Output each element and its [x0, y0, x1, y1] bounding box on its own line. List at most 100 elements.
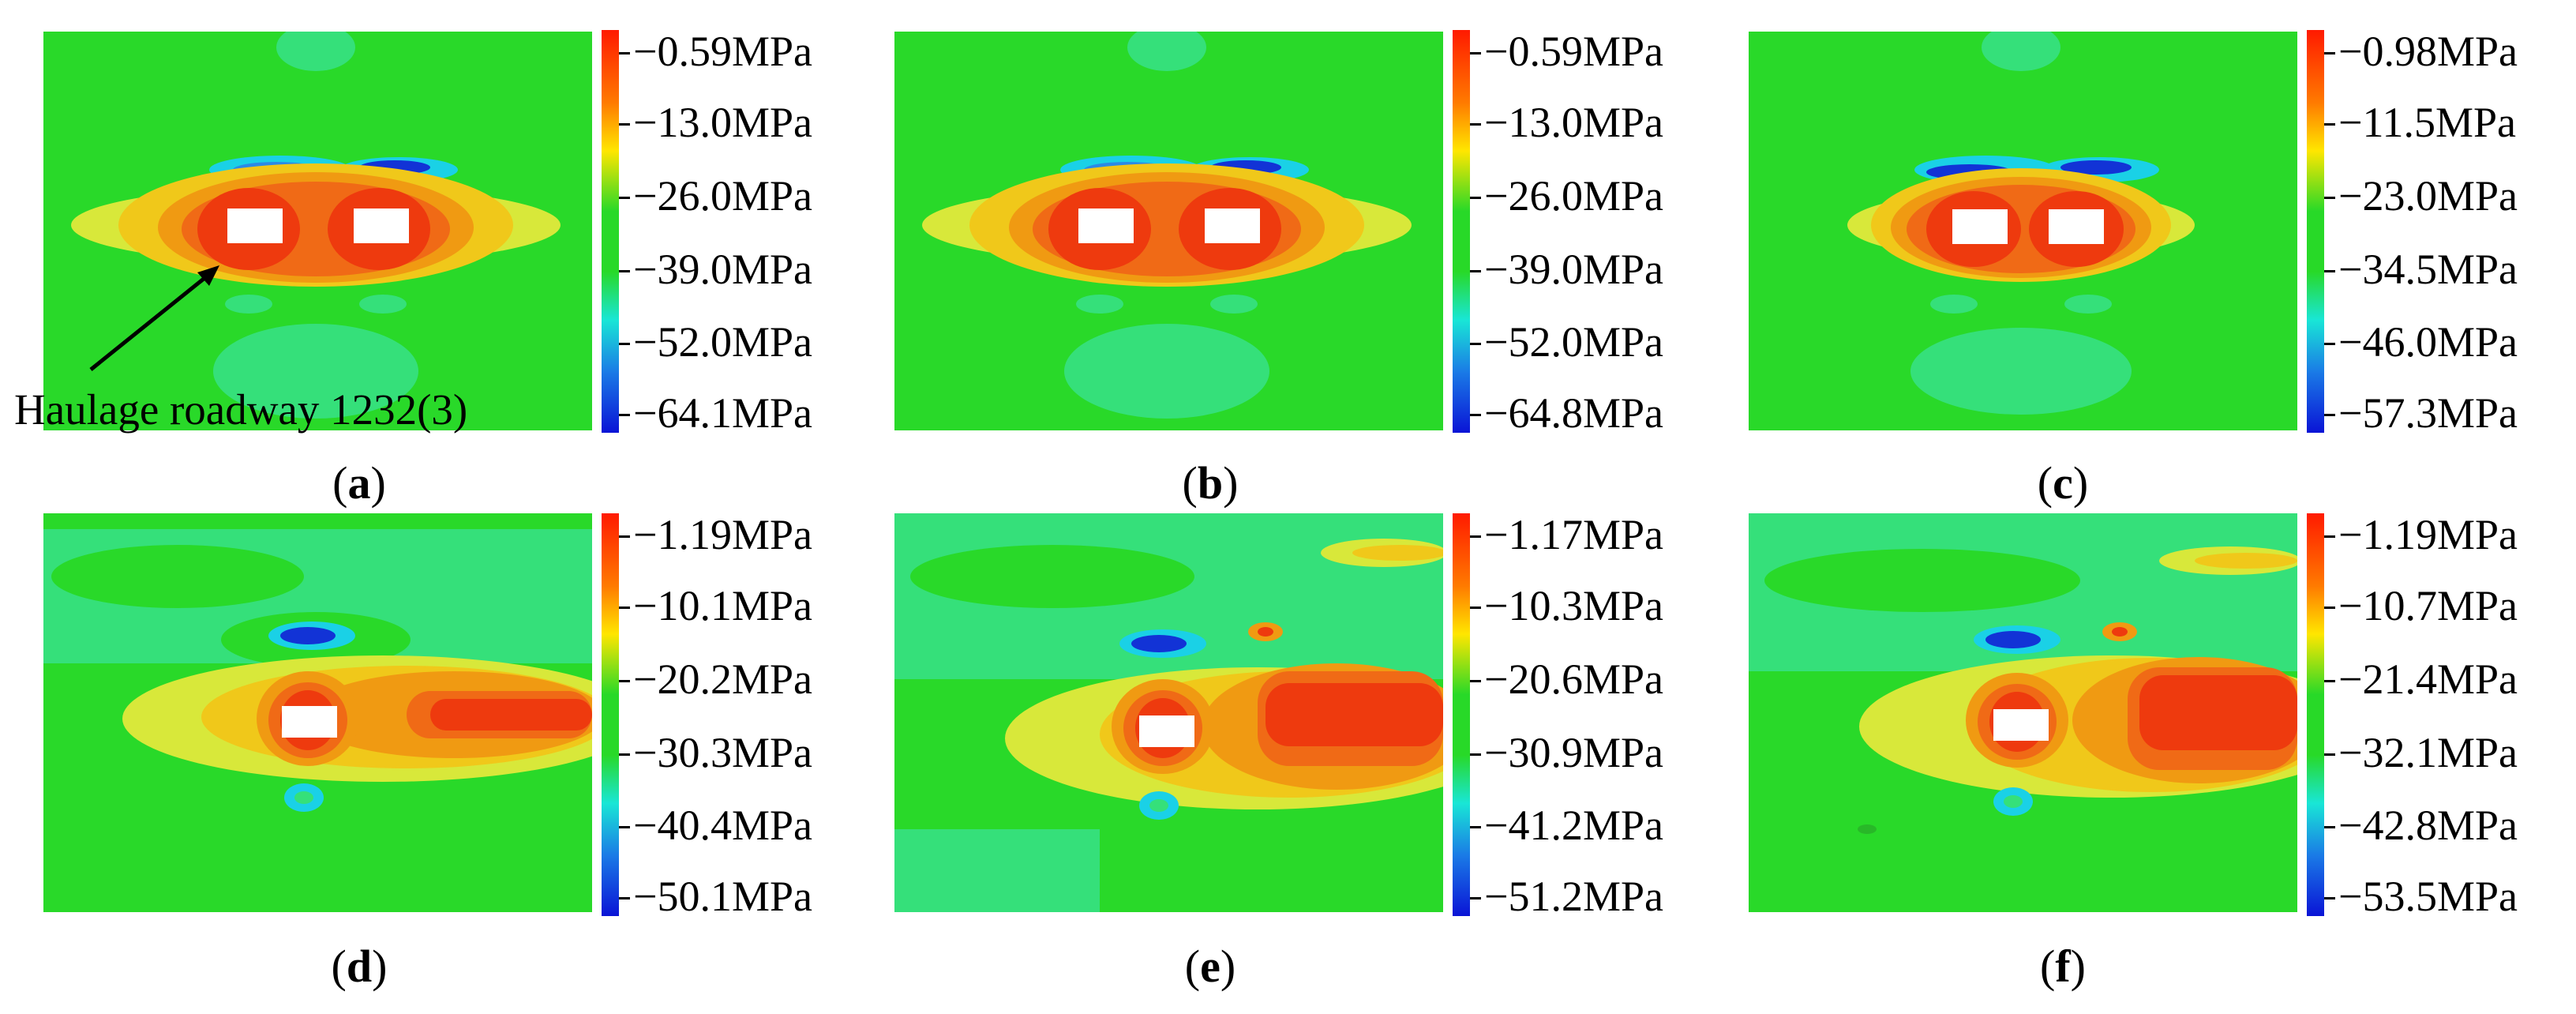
colorbar-tick-label: −10.3MPa — [1484, 582, 1663, 629]
colorbar-tick-label: −0.59MPa — [1484, 28, 1663, 75]
colorbar-tick-mark — [1470, 52, 1481, 54]
annotation-label: Haulage roadway 1232(3) — [14, 385, 468, 434]
colorbar-c: −0.98MPa −11.5MPa −23.0MPa −34.5MPa −46.… — [2307, 28, 2575, 437]
colorbar-tick-label: −1.19MPa — [2338, 511, 2518, 558]
colorbar-tick-mark — [2324, 270, 2335, 272]
colorbar-tick-label: −30.3MPa — [633, 729, 812, 776]
contour-svg-e — [894, 513, 1443, 912]
colorbar-tick-label: −57.3MPa — [2338, 389, 2518, 437]
colorbar-tick-label: −52.0MPa — [633, 318, 812, 366]
caption-open: ( — [331, 941, 347, 992]
contour-plot-b — [894, 32, 1443, 430]
colorbar-tick-label: −41.2MPa — [1484, 802, 1663, 849]
colorbar-tick-label: −64.1MPa — [633, 389, 812, 437]
caption-close: ) — [372, 941, 388, 992]
contour-plot-a — [43, 32, 592, 430]
contour-svg-d — [43, 513, 592, 912]
colorbar-tick-label: −51.2MPa — [1484, 873, 1663, 920]
caption-close: ) — [2072, 457, 2089, 509]
colorbar-tick-label: −42.8MPa — [2338, 802, 2518, 849]
colorbar-gradient-b — [1453, 30, 1470, 433]
colorbar-tick-mark — [619, 680, 630, 682]
caption-close: ) — [2070, 941, 2086, 992]
colorbar-tick-mark — [619, 414, 630, 416]
caption-close: ) — [370, 457, 386, 509]
colorbar-d: −1.19MPa −10.1MPa −20.2MPa −30.3MPa −40.… — [602, 511, 870, 920]
annotation-arrow — [89, 265, 219, 371]
colorbar-tick-label: −64.8MPa — [1484, 389, 1663, 437]
caption-open: ( — [332, 457, 348, 509]
contour-plot-f — [1749, 513, 2297, 912]
colorbar-tick-mark — [2324, 197, 2335, 199]
colorbar-tick-mark — [619, 270, 630, 272]
colorbar-tick-label: −1.19MPa — [633, 511, 812, 558]
colorbar-tick-label: −52.0MPa — [1484, 318, 1663, 366]
caption-close: ) — [1223, 457, 1239, 509]
caption-open: ( — [1182, 457, 1198, 509]
colorbar-tick-mark — [619, 123, 630, 126]
contour-plot-e — [894, 513, 1443, 912]
contour-plot-c — [1749, 32, 2297, 430]
caption-e: (e) — [1155, 940, 1266, 993]
colorbar-tick-mark — [1470, 270, 1481, 272]
colorbar-tick-mark — [1470, 826, 1481, 828]
caption-open: ( — [2040, 941, 2056, 992]
colorbar-tick-mark — [619, 826, 630, 828]
colorbar-tick-mark — [619, 753, 630, 756]
colorbar-b: −0.59MPa −13.0MPa −26.0MPa −39.0MPa −52.… — [1453, 28, 1721, 437]
caption-close: ) — [1220, 941, 1236, 992]
colorbar-tick-mark — [1470, 535, 1481, 538]
colorbar-tick-mark — [2324, 535, 2335, 538]
colorbar-tick-label: −40.4MPa — [633, 802, 812, 849]
colorbar-tick-mark — [619, 197, 630, 199]
colorbar-tick-mark — [1470, 123, 1481, 126]
colorbar-tick-label: −50.1MPa — [633, 873, 812, 920]
colorbar-tick-label: −0.59MPa — [633, 28, 812, 75]
colorbar-tick-mark — [2324, 414, 2335, 416]
colorbar-tick-mark — [2324, 123, 2335, 126]
colorbar-tick-label: −23.0MPa — [2338, 172, 2518, 220]
colorbar-tick-mark — [2324, 680, 2335, 682]
colorbar-tick-label: −20.6MPa — [1484, 655, 1663, 703]
caption-a: (a) — [304, 456, 414, 509]
colorbar-gradient-f — [2307, 513, 2324, 916]
colorbar-tick-mark — [619, 897, 630, 899]
colorbar-tick-mark — [619, 343, 630, 345]
colorbar-tick-mark — [2324, 52, 2335, 54]
colorbar-tick-label: −34.5MPa — [2338, 246, 2518, 293]
colorbar-gradient-a — [602, 30, 619, 433]
colorbar-tick-mark — [2324, 607, 2335, 609]
colorbar-gradient-c — [2307, 30, 2324, 433]
colorbar-tick-label: −26.0MPa — [1484, 172, 1663, 220]
colorbar-tick-mark — [619, 607, 630, 609]
caption-letter: c — [2053, 457, 2073, 509]
colorbar-tick-mark — [1470, 680, 1481, 682]
colorbar-tick-label: −10.1MPa — [633, 582, 812, 629]
contour-svg-b — [894, 32, 1443, 430]
colorbar-tick-label: −10.7MPa — [2338, 582, 2518, 629]
caption-c: (c) — [2008, 456, 2118, 509]
colorbar-tick-label: −1.17MPa — [1484, 511, 1663, 558]
colorbar-e: −1.17MPa −10.3MPa −20.6MPa −30.9MPa −41.… — [1453, 511, 1721, 920]
contour-svg-f — [1749, 513, 2297, 912]
caption-open: ( — [1184, 941, 1201, 992]
colorbar-tick-mark — [1470, 607, 1481, 609]
colorbar-tick-mark — [619, 535, 630, 538]
colorbar-tick-mark — [619, 52, 630, 54]
colorbar-tick-label: −0.98MPa — [2338, 28, 2518, 75]
colorbar-tick-label: −11.5MPa — [2338, 99, 2516, 146]
colorbar-tick-label: −30.9MPa — [1484, 729, 1663, 776]
colorbar-tick-mark — [1470, 343, 1481, 345]
colorbar-tick-label: −39.0MPa — [633, 246, 812, 293]
colorbar-tick-label: −39.0MPa — [1484, 246, 1663, 293]
contour-svg-a — [43, 32, 592, 430]
colorbar-gradient-d — [602, 513, 619, 916]
contour-plot-d — [43, 513, 592, 912]
caption-d: (d) — [304, 940, 414, 993]
caption-letter: a — [347, 457, 371, 509]
caption-b: (b) — [1155, 456, 1266, 509]
colorbar-tick-label: −13.0MPa — [1484, 99, 1663, 146]
colorbar-tick-mark — [1470, 753, 1481, 756]
colorbar-tick-mark — [2324, 753, 2335, 756]
colorbar-gradient-e — [1453, 513, 1470, 916]
